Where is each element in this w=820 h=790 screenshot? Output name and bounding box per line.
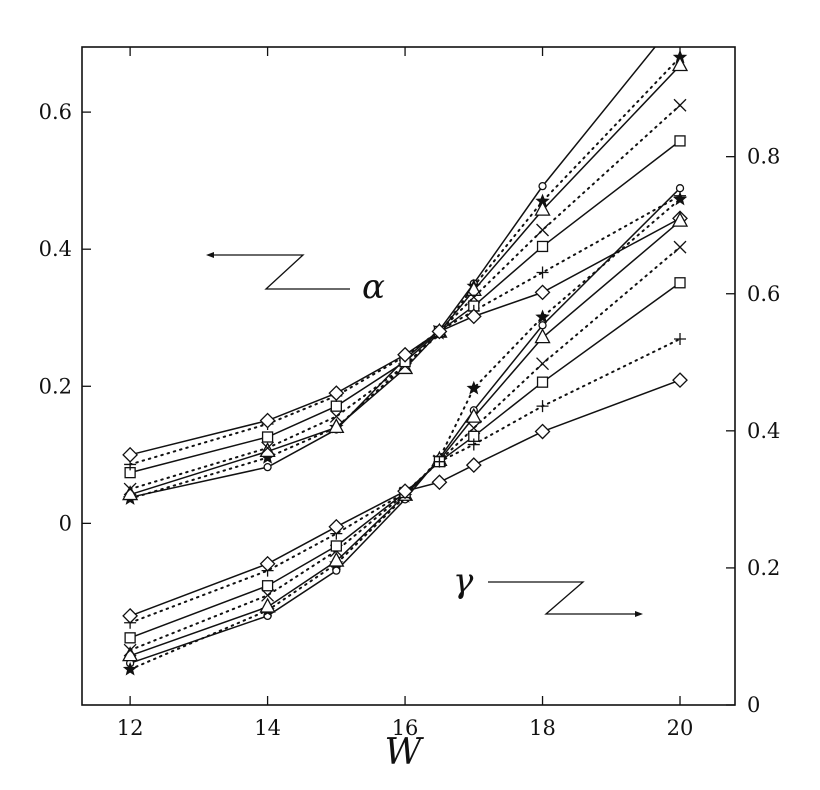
y-left-tick-label: 0 bbox=[59, 511, 72, 535]
point-left-cross bbox=[123, 482, 137, 496]
y-left-tick-label: 0.4 bbox=[39, 237, 72, 261]
series-line-left-triangle bbox=[129, 64, 681, 496]
series-line-right-square bbox=[129, 282, 681, 639]
point-right-diamond bbox=[465, 457, 482, 474]
point-left-cross bbox=[673, 98, 687, 112]
point-right-triangle bbox=[465, 407, 482, 423]
gamma-label: γ bbox=[453, 561, 474, 601]
series-line-right-diamond bbox=[129, 379, 681, 617]
axis-ticks: 12 14 16 18 20 0 0.2 0.4 0.6 0 0.2 0.4 0.6 0.8 bbox=[39, 47, 780, 740]
point-left-square bbox=[536, 240, 549, 253]
point-left-cross bbox=[261, 441, 275, 455]
alpha-label: α bbox=[362, 267, 385, 307]
series-line-left-diamond bbox=[129, 217, 681, 456]
point-right-star bbox=[535, 309, 550, 324]
point-right-triangle bbox=[328, 551, 345, 567]
plot-frame bbox=[81, 46, 736, 706]
point-left-square bbox=[674, 135, 686, 147]
y-right-tick-label: 0.2 bbox=[747, 556, 780, 580]
point-right-diamond bbox=[328, 518, 345, 535]
alpha-zigzag-arrow bbox=[210, 254, 350, 290]
series-line-right-plus bbox=[129, 337, 682, 624]
point-left-circle bbox=[263, 463, 272, 472]
point-right-circle bbox=[675, 184, 685, 193]
y-right-tick-label: 0.4 bbox=[747, 419, 780, 443]
series-line-left-star bbox=[129, 56, 682, 500]
point-right-star bbox=[466, 380, 482, 395]
series-line-right-star bbox=[129, 198, 682, 671]
point-right-diamond bbox=[672, 372, 688, 389]
point-right-square bbox=[261, 580, 274, 592]
point-right-triangle bbox=[534, 328, 551, 344]
point-left-diamond bbox=[465, 308, 482, 325]
point-right-diamond bbox=[397, 483, 413, 500]
point-left-triangle bbox=[534, 200, 551, 216]
point-left-square bbox=[330, 400, 342, 412]
gamma-annotation: γ bbox=[453, 561, 643, 617]
y-left-tick-label: 0.2 bbox=[39, 374, 72, 398]
y-left-tick-label: 0.6 bbox=[39, 100, 72, 124]
point-right-cross bbox=[673, 240, 687, 254]
point-left-triangle bbox=[259, 442, 276, 458]
y-right-tick-label: 0 bbox=[747, 693, 760, 717]
x-tick-label: 14 bbox=[254, 716, 281, 740]
point-left-triangle bbox=[671, 56, 689, 72]
series-line-right-cross bbox=[129, 246, 682, 652]
point-right-triangle bbox=[259, 597, 276, 613]
point-left-square bbox=[261, 431, 274, 443]
series-line-left-plus bbox=[129, 194, 682, 466]
series-line-left-circle bbox=[129, 47, 657, 499]
point-right-square bbox=[330, 540, 342, 552]
series-lines bbox=[129, 47, 682, 671]
point-right-plus bbox=[536, 400, 549, 413]
x-axis-title: W bbox=[384, 732, 424, 773]
point-left-diamond bbox=[431, 323, 448, 340]
point-right-square bbox=[124, 632, 136, 644]
point-left-cross bbox=[536, 223, 549, 237]
x-tick-label: 12 bbox=[117, 716, 144, 740]
point-right-plus bbox=[674, 332, 687, 345]
point-right-triangle bbox=[671, 211, 689, 227]
x-tick-label: 20 bbox=[667, 716, 694, 740]
point-left-diamond bbox=[122, 446, 139, 463]
y-right-tick-label: 0.6 bbox=[747, 282, 780, 306]
point-left-circle bbox=[677, 13, 684, 20]
point-left-diamond bbox=[328, 385, 345, 402]
point-left-diamond bbox=[534, 284, 551, 301]
series-line-right-circle bbox=[129, 187, 681, 664]
series-line-right-triangle bbox=[129, 220, 681, 657]
x-tick-label: 18 bbox=[529, 716, 556, 740]
alpha-arrow-head bbox=[206, 252, 214, 258]
point-left-cross bbox=[329, 409, 343, 423]
point-right-square bbox=[674, 277, 686, 289]
point-right-circle bbox=[538, 321, 547, 330]
point-right-square bbox=[536, 376, 549, 388]
series-line-left-cross bbox=[129, 104, 682, 491]
gamma-zigzag-arrow bbox=[488, 581, 638, 615]
point-left-circle bbox=[538, 181, 547, 191]
gamma-arrow-head bbox=[635, 611, 643, 617]
y-right-tick-label: 0.8 bbox=[747, 145, 780, 169]
point-right-cross bbox=[536, 357, 549, 371]
point-right-diamond bbox=[122, 607, 139, 624]
point-right-diamond bbox=[259, 555, 276, 572]
point-right-plus bbox=[433, 455, 446, 468]
alpha-annotation: α bbox=[206, 252, 385, 307]
point-right-circle bbox=[332, 566, 341, 575]
point-right-plus bbox=[467, 438, 480, 451]
point-left-triangle bbox=[465, 280, 482, 296]
series-markers bbox=[122, 13, 689, 676]
point-right-diamond bbox=[534, 423, 551, 440]
point-left-diamond bbox=[397, 346, 413, 363]
series-line-left-square bbox=[129, 140, 681, 474]
x-tick-label: 16 bbox=[392, 716, 419, 740]
point-left-triangle bbox=[328, 418, 345, 434]
point-left-plus bbox=[536, 266, 549, 279]
point-right-star bbox=[122, 661, 138, 676]
point-right-diamond bbox=[431, 474, 448, 491]
point-right-star bbox=[672, 191, 688, 206]
point-right-cross bbox=[123, 643, 137, 657]
point-left-diamond bbox=[259, 412, 276, 429]
